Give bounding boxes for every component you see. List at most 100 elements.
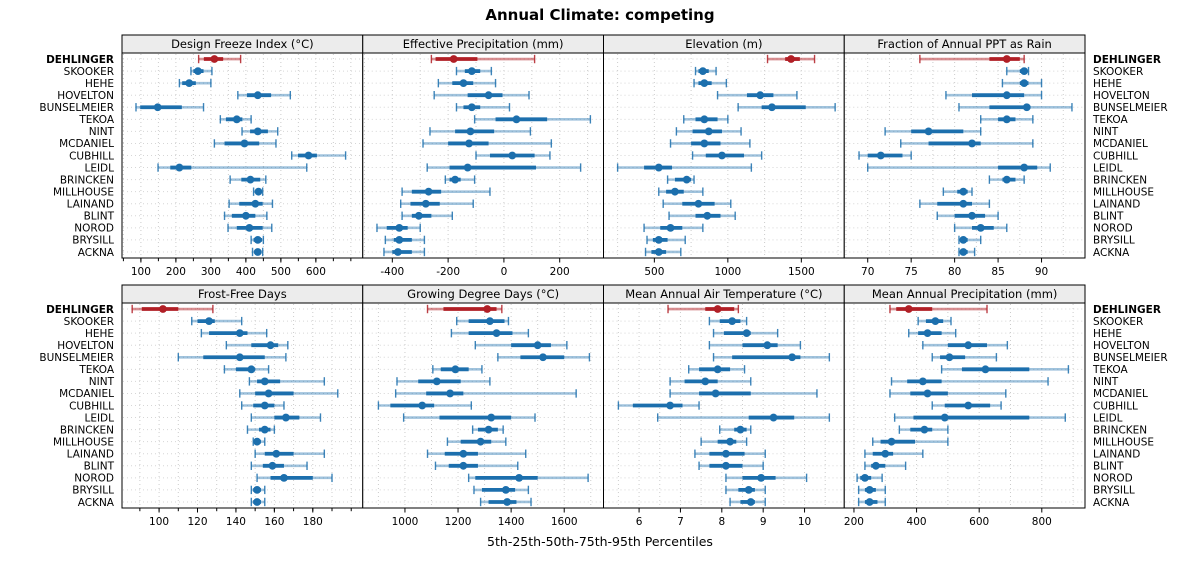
percentile-bar — [227, 223, 273, 233]
median-dot — [268, 461, 277, 470]
median-dot — [253, 127, 262, 136]
percentile-bar — [716, 91, 798, 100]
percentile-bar — [200, 328, 268, 338]
percentile-bar — [254, 449, 326, 458]
median-dot — [153, 103, 162, 112]
percentile-bar — [644, 247, 682, 257]
median-dot — [1002, 55, 1011, 63]
percentile-bar — [252, 187, 264, 196]
percentile-bar — [669, 139, 751, 148]
percentile-bar — [940, 365, 1070, 374]
percentile-bar — [219, 115, 252, 124]
percentile-bar — [223, 211, 268, 220]
axis-tick-label: 120 — [187, 516, 207, 528]
percentile-bar-highlight — [766, 54, 816, 64]
percentile-bar — [432, 365, 483, 374]
median-dot — [788, 353, 797, 362]
median-dot — [245, 223, 254, 232]
axis-tick-label: 75 — [904, 266, 917, 278]
site-label-right: BLINT — [1093, 211, 1124, 223]
median-dot — [487, 413, 496, 422]
percentile-bar — [936, 211, 999, 220]
percentile-bar — [250, 413, 322, 422]
median-dot — [701, 377, 710, 386]
axis-tick-label: 500 — [271, 266, 291, 278]
site-label-right: SKOOKER — [1093, 316, 1143, 328]
percentile-bar — [426, 449, 527, 458]
median-dot — [654, 163, 663, 172]
median-dot — [787, 55, 795, 63]
median-dot — [240, 139, 249, 148]
percentile-bar — [434, 461, 519, 470]
median-dot — [254, 187, 263, 196]
median-dot — [698, 67, 707, 75]
axis-tick-label: 160 — [264, 516, 284, 528]
median-dot — [272, 449, 281, 458]
median-dot — [395, 236, 404, 244]
median-dot — [1022, 103, 1031, 112]
median-dot — [923, 389, 932, 398]
site-label-right: TEKOA — [1092, 364, 1128, 376]
site-label-right: BUNSELMEIER — [1093, 102, 1168, 114]
percentile-bar — [698, 461, 764, 470]
site-label-left: BRYSILL — [72, 235, 114, 247]
site-label-right: HEHE — [1093, 78, 1122, 90]
site-label-left: BUNSELMEIER — [39, 102, 114, 114]
median-dot — [918, 377, 927, 386]
site-label-right: MILLHOUSE — [1093, 436, 1154, 448]
median-dot — [959, 187, 968, 196]
median-dot — [968, 139, 976, 148]
axis-tick-label: 300 — [201, 266, 221, 278]
median-dot — [756, 91, 765, 100]
axis-tick-label: 1000 — [714, 266, 741, 278]
median-dot — [666, 223, 675, 232]
percentile-bar — [250, 485, 266, 495]
axis-tick-label: 1500 — [788, 266, 815, 278]
percentile-bar — [922, 341, 1009, 350]
site-label-left: MILLHOUSE — [53, 436, 114, 448]
percentile-bar — [250, 461, 308, 470]
site-label-right: NOROD — [1093, 223, 1133, 235]
median-dot — [194, 67, 202, 75]
percentile-bar — [384, 235, 426, 245]
percentile-bar — [383, 247, 426, 257]
site-label-right: HOVELTON — [1093, 340, 1150, 352]
median-dot — [235, 353, 244, 362]
site-label-right: DEHLINGER — [1093, 304, 1161, 316]
median-dot — [501, 486, 510, 494]
percentile-bar — [467, 473, 589, 483]
site-label-right: SKOOKER — [1093, 66, 1143, 78]
axis-tick-label: 100 — [131, 266, 151, 278]
percentile-bar — [890, 377, 1049, 386]
median-dot — [459, 79, 468, 88]
site-label-right: ACKNA — [1093, 497, 1130, 509]
percentile-bar — [872, 437, 949, 446]
panel-title: Mean Annual Precipitation (mm) — [872, 287, 1058, 301]
axis-tick-label: 200 — [166, 266, 186, 278]
median-dot — [266, 341, 275, 350]
median-dot — [924, 127, 933, 136]
median-dot — [671, 187, 679, 196]
axis-tick-label: 85 — [991, 266, 1004, 278]
median-dot — [713, 365, 722, 374]
median-dot — [418, 401, 427, 410]
median-dot — [1020, 67, 1029, 75]
percentile-bar — [426, 163, 582, 172]
median-dot — [235, 329, 244, 338]
axis-tick-label: 600 — [969, 516, 989, 528]
median-dot — [736, 425, 745, 434]
median-dot — [253, 498, 261, 506]
median-dot — [981, 365, 990, 374]
percentile-bar — [669, 389, 818, 398]
median-dot — [768, 103, 776, 112]
median-dot — [718, 151, 726, 160]
percentile-bar — [988, 175, 1025, 184]
axis-tick-label: 200 — [550, 266, 570, 278]
percentile-bar — [229, 175, 267, 184]
median-dot — [704, 127, 713, 136]
site-label-right: BRYSILL — [1093, 485, 1135, 497]
site-label-left: CUBHILL — [69, 400, 114, 412]
site-label-right: NINT — [1093, 126, 1119, 138]
